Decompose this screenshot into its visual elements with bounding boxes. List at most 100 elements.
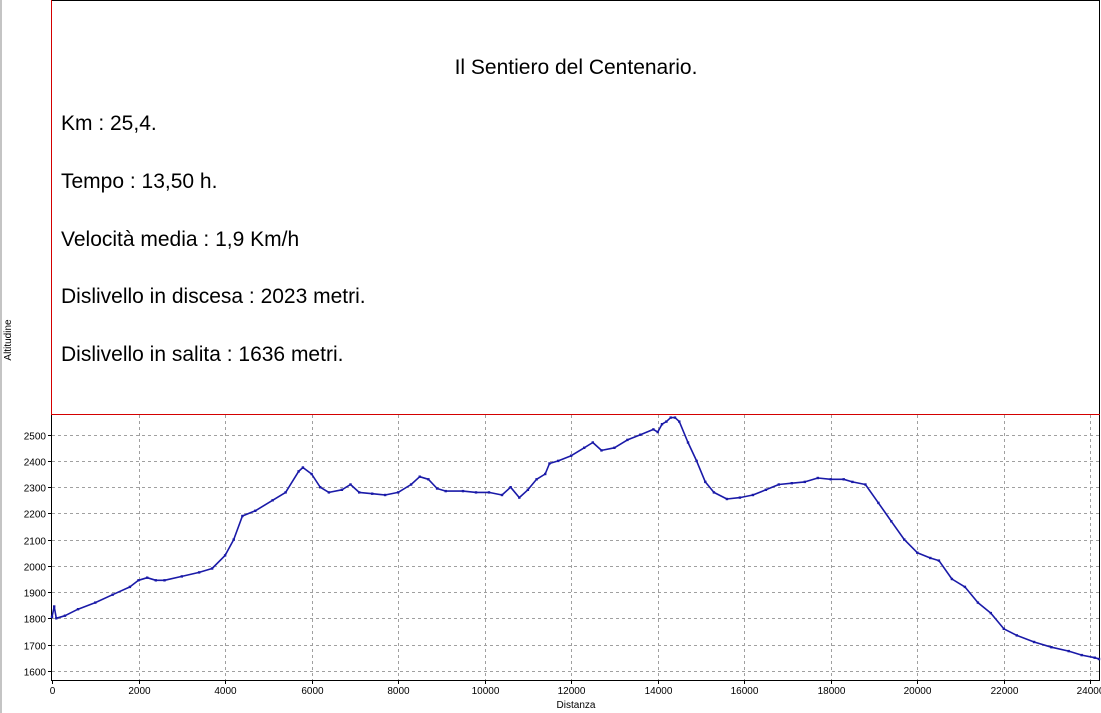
elevation-point bbox=[937, 559, 941, 562]
elevation-point bbox=[241, 514, 244, 518]
x-tick-label: 16000 bbox=[731, 686, 759, 697]
elevation-point bbox=[544, 472, 547, 476]
x-tick-label: 6000 bbox=[301, 686, 324, 697]
x-tick-label: 22000 bbox=[991, 686, 1019, 697]
elevation-point bbox=[487, 491, 491, 494]
x-tick-label: 0 bbox=[50, 686, 56, 697]
x-ticks: 0 2000 4000 6000 8000 10000 12000 14000 16000 180… bbox=[50, 680, 1101, 697]
elevation-point bbox=[976, 601, 980, 604]
elevation-point bbox=[950, 577, 954, 581]
y-tick-label: 1800 bbox=[24, 615, 47, 626]
y-tick-label: 2300 bbox=[24, 484, 47, 495]
elevation-point bbox=[916, 551, 919, 554]
elevation-point bbox=[254, 509, 257, 512]
elevation-point bbox=[583, 446, 586, 449]
elevation-point bbox=[548, 462, 551, 465]
y-tick-label: 1900 bbox=[24, 589, 47, 600]
elevation-point bbox=[665, 420, 668, 423]
grid bbox=[52, 415, 1099, 680]
elevation-point bbox=[55, 617, 58, 620]
elevation-point bbox=[1050, 646, 1053, 649]
elevation-point bbox=[197, 571, 201, 574]
elevation-point bbox=[1093, 656, 1096, 659]
elevation-point bbox=[570, 454, 573, 457]
x-axis-label: Distanza bbox=[557, 700, 596, 711]
elevation-point bbox=[695, 459, 698, 463]
elevation-point bbox=[989, 611, 992, 615]
info-line-velocita: Velocità media : 1,9 Km/h bbox=[61, 228, 300, 251]
elevation-point bbox=[591, 441, 594, 444]
elevation-point bbox=[929, 556, 932, 560]
elevation-point bbox=[76, 608, 80, 611]
elevation-point bbox=[712, 491, 716, 494]
elevation-point bbox=[829, 478, 832, 481]
info-title: Il Sentiero del Centenario. bbox=[454, 56, 698, 79]
elevation-point bbox=[526, 488, 530, 491]
elevation-point bbox=[340, 488, 344, 491]
y-tick-label: 2000 bbox=[24, 563, 47, 574]
elevation-point bbox=[163, 579, 166, 582]
elevation-point bbox=[673, 416, 677, 419]
elevation-point bbox=[327, 491, 331, 494]
elevation-point bbox=[319, 486, 322, 489]
info-line-km: Km : 25,4. bbox=[61, 112, 157, 135]
elevation-point bbox=[1080, 653, 1083, 657]
elevation-point bbox=[444, 489, 447, 493]
elevation-point bbox=[232, 538, 235, 541]
elevation-point bbox=[349, 483, 352, 486]
y-tick-label: 1600 bbox=[24, 668, 47, 679]
elevation-point bbox=[626, 438, 629, 442]
elevation-point bbox=[803, 480, 806, 484]
elevation-point bbox=[669, 416, 672, 419]
elevation-point bbox=[1097, 657, 1101, 661]
elevation-point bbox=[461, 489, 465, 493]
info-line-discesa: Dislivello in discesa : 2023 metri. bbox=[61, 285, 366, 308]
x-tick-label: 14000 bbox=[645, 686, 673, 697]
elevation-point bbox=[409, 483, 413, 486]
elevation-point bbox=[764, 488, 768, 491]
elevation-point bbox=[851, 480, 854, 484]
elevation-point bbox=[1015, 634, 1018, 637]
elevation-point bbox=[777, 483, 780, 486]
x-tick-label: 2000 bbox=[128, 686, 151, 697]
elevation-point bbox=[816, 476, 819, 480]
elevation-point bbox=[600, 449, 603, 452]
elevation-point bbox=[111, 593, 114, 596]
info-line-tempo: Tempo : 13,50 h. bbox=[61, 170, 218, 193]
series-group bbox=[50, 416, 1101, 661]
x-tick-label: 10000 bbox=[472, 686, 500, 697]
elevation-point bbox=[284, 491, 287, 494]
elevation-point bbox=[358, 491, 361, 494]
elevation-point bbox=[301, 466, 305, 469]
elevation-point bbox=[154, 579, 157, 582]
elevation-point bbox=[297, 470, 300, 473]
elevation-point bbox=[890, 520, 893, 523]
elevation-point bbox=[877, 501, 880, 505]
info-panel-frame bbox=[51, 0, 1100, 415]
elevation-point bbox=[639, 433, 642, 436]
elevation-line bbox=[51, 416, 1100, 660]
elevation-point bbox=[1067, 649, 1070, 653]
y-ticks: 1600 1700 1800 1900 2000 2100 2200 2300 2400 2500 bbox=[24, 432, 52, 679]
elevation-point bbox=[210, 567, 214, 570]
elevation-point bbox=[704, 480, 707, 484]
elevation-point bbox=[271, 499, 274, 502]
elevation-point bbox=[180, 575, 183, 578]
y-tick-label: 2500 bbox=[24, 432, 47, 443]
x-tick-label: 8000 bbox=[387, 686, 410, 697]
elevation-point bbox=[518, 496, 521, 499]
elevation-point bbox=[725, 497, 729, 501]
elevation-point bbox=[146, 576, 149, 579]
elevation-point bbox=[790, 482, 793, 485]
elevation-point bbox=[223, 554, 227, 557]
elevation-point bbox=[50, 615, 54, 619]
elevation-point bbox=[63, 614, 67, 617]
elevation-point bbox=[613, 446, 616, 449]
elevation-point bbox=[660, 423, 664, 426]
elevation-point bbox=[963, 585, 967, 589]
elevation-point bbox=[842, 478, 845, 481]
elevation-point bbox=[535, 478, 538, 481]
elevation-point bbox=[557, 459, 560, 463]
elevation-point bbox=[128, 585, 132, 589]
